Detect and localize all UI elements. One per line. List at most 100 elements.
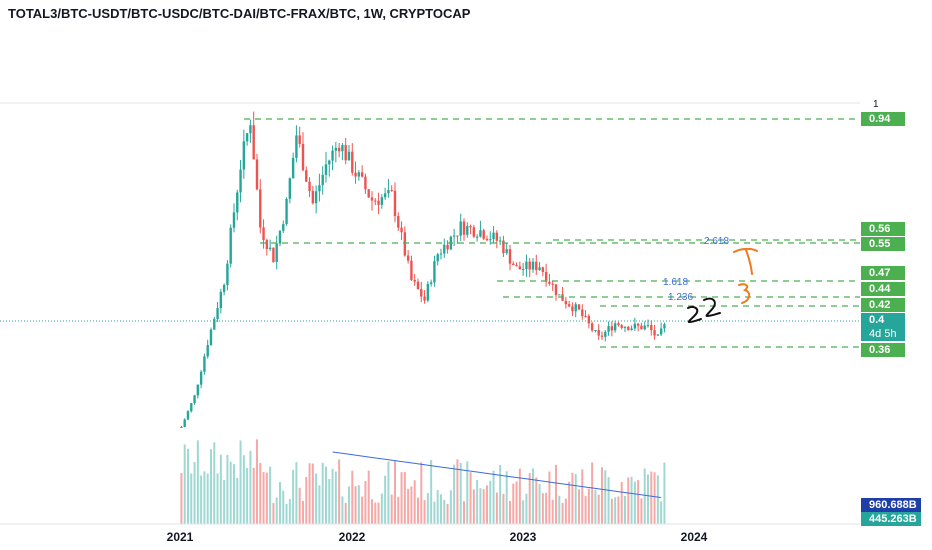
candle (291, 152, 295, 179)
candle-body (206, 345, 209, 357)
volume-bar (232, 464, 235, 524)
candle-body (577, 304, 581, 310)
volume-bar (229, 461, 232, 524)
candle-body (426, 283, 430, 301)
volume-bar (357, 485, 360, 524)
candle (222, 283, 226, 296)
candle-body (541, 267, 545, 272)
candle (334, 141, 338, 163)
candle-body (232, 212, 236, 228)
volume-bar (370, 499, 373, 524)
candle (439, 248, 443, 260)
candle-body (259, 189, 262, 228)
volume-bar (354, 486, 357, 524)
volume-bar (321, 462, 324, 524)
volume-bar (223, 479, 226, 524)
price-label-0.42: 0.42 (861, 298, 905, 312)
candle-body (334, 147, 338, 151)
candle-body (429, 282, 433, 284)
current-price-value: 0.4 (869, 314, 885, 326)
volume-bar (541, 493, 544, 524)
candle (492, 225, 495, 243)
candle (341, 143, 344, 161)
candle-body (594, 329, 597, 331)
candle (324, 151, 328, 183)
candle-body (607, 326, 610, 332)
candle-body (252, 125, 255, 160)
candle-body (446, 244, 449, 250)
volume-bar (564, 498, 567, 524)
candle (518, 261, 522, 270)
candle-body (357, 172, 361, 177)
candle-body (324, 164, 328, 175)
volume-bar (574, 474, 577, 524)
candle (318, 173, 321, 202)
volume-bar (607, 477, 610, 524)
candle-body (423, 296, 426, 301)
candle (610, 321, 614, 337)
volume-bar (456, 459, 459, 524)
volume-bar (656, 475, 659, 524)
candle (633, 317, 637, 331)
candle (617, 321, 620, 327)
candle-body (226, 263, 229, 286)
candle (646, 319, 650, 328)
candle (656, 334, 660, 337)
volume-bar (531, 468, 534, 524)
candle-body (472, 227, 476, 237)
candle (219, 288, 223, 314)
candle (643, 321, 646, 331)
volume-bar (390, 494, 393, 524)
volume-layer (180, 439, 666, 524)
volume-bar (308, 463, 311, 524)
volume-bar (318, 485, 321, 524)
candle-body (383, 193, 387, 198)
candle (459, 213, 462, 242)
candle (190, 402, 193, 413)
candle (564, 296, 568, 309)
candle (328, 159, 331, 177)
candle-body (505, 249, 508, 254)
candle-body (272, 247, 275, 263)
candle-body (604, 331, 607, 337)
candle (390, 185, 393, 192)
volume-bar (554, 464, 557, 524)
candle-body (190, 403, 193, 412)
candle (571, 302, 574, 317)
volume-bar (627, 477, 630, 524)
candle-body (236, 192, 239, 213)
candle (525, 254, 528, 277)
candle-body (492, 232, 495, 240)
price-label-0.36: 0.36 (861, 343, 905, 357)
candle (531, 258, 535, 273)
handdrawn-2-icon (687, 305, 702, 324)
candle-body (630, 328, 633, 331)
volume-bar (522, 500, 525, 524)
candle (653, 324, 656, 340)
candle-body (400, 227, 403, 233)
candle (410, 255, 413, 282)
candle (357, 170, 361, 181)
volume-bar (512, 483, 515, 524)
candle (528, 258, 531, 278)
volume-bar (538, 483, 541, 524)
candle-body (439, 253, 443, 255)
candle-body (515, 265, 518, 267)
volume-bar (548, 471, 551, 524)
candle (613, 320, 617, 333)
volume-bar (347, 486, 350, 524)
volume-bar (466, 461, 469, 524)
candle-body (531, 261, 535, 270)
candle-body (298, 135, 301, 144)
volume-bar (275, 497, 278, 524)
candle-body (462, 221, 466, 235)
volume-bar (272, 503, 275, 524)
volume-bar (502, 493, 505, 524)
candle (472, 224, 476, 238)
candle (413, 274, 416, 286)
volume-bar (528, 472, 531, 524)
volume-bar (315, 473, 318, 524)
volume-bar (551, 499, 554, 524)
candle-body (321, 174, 324, 186)
